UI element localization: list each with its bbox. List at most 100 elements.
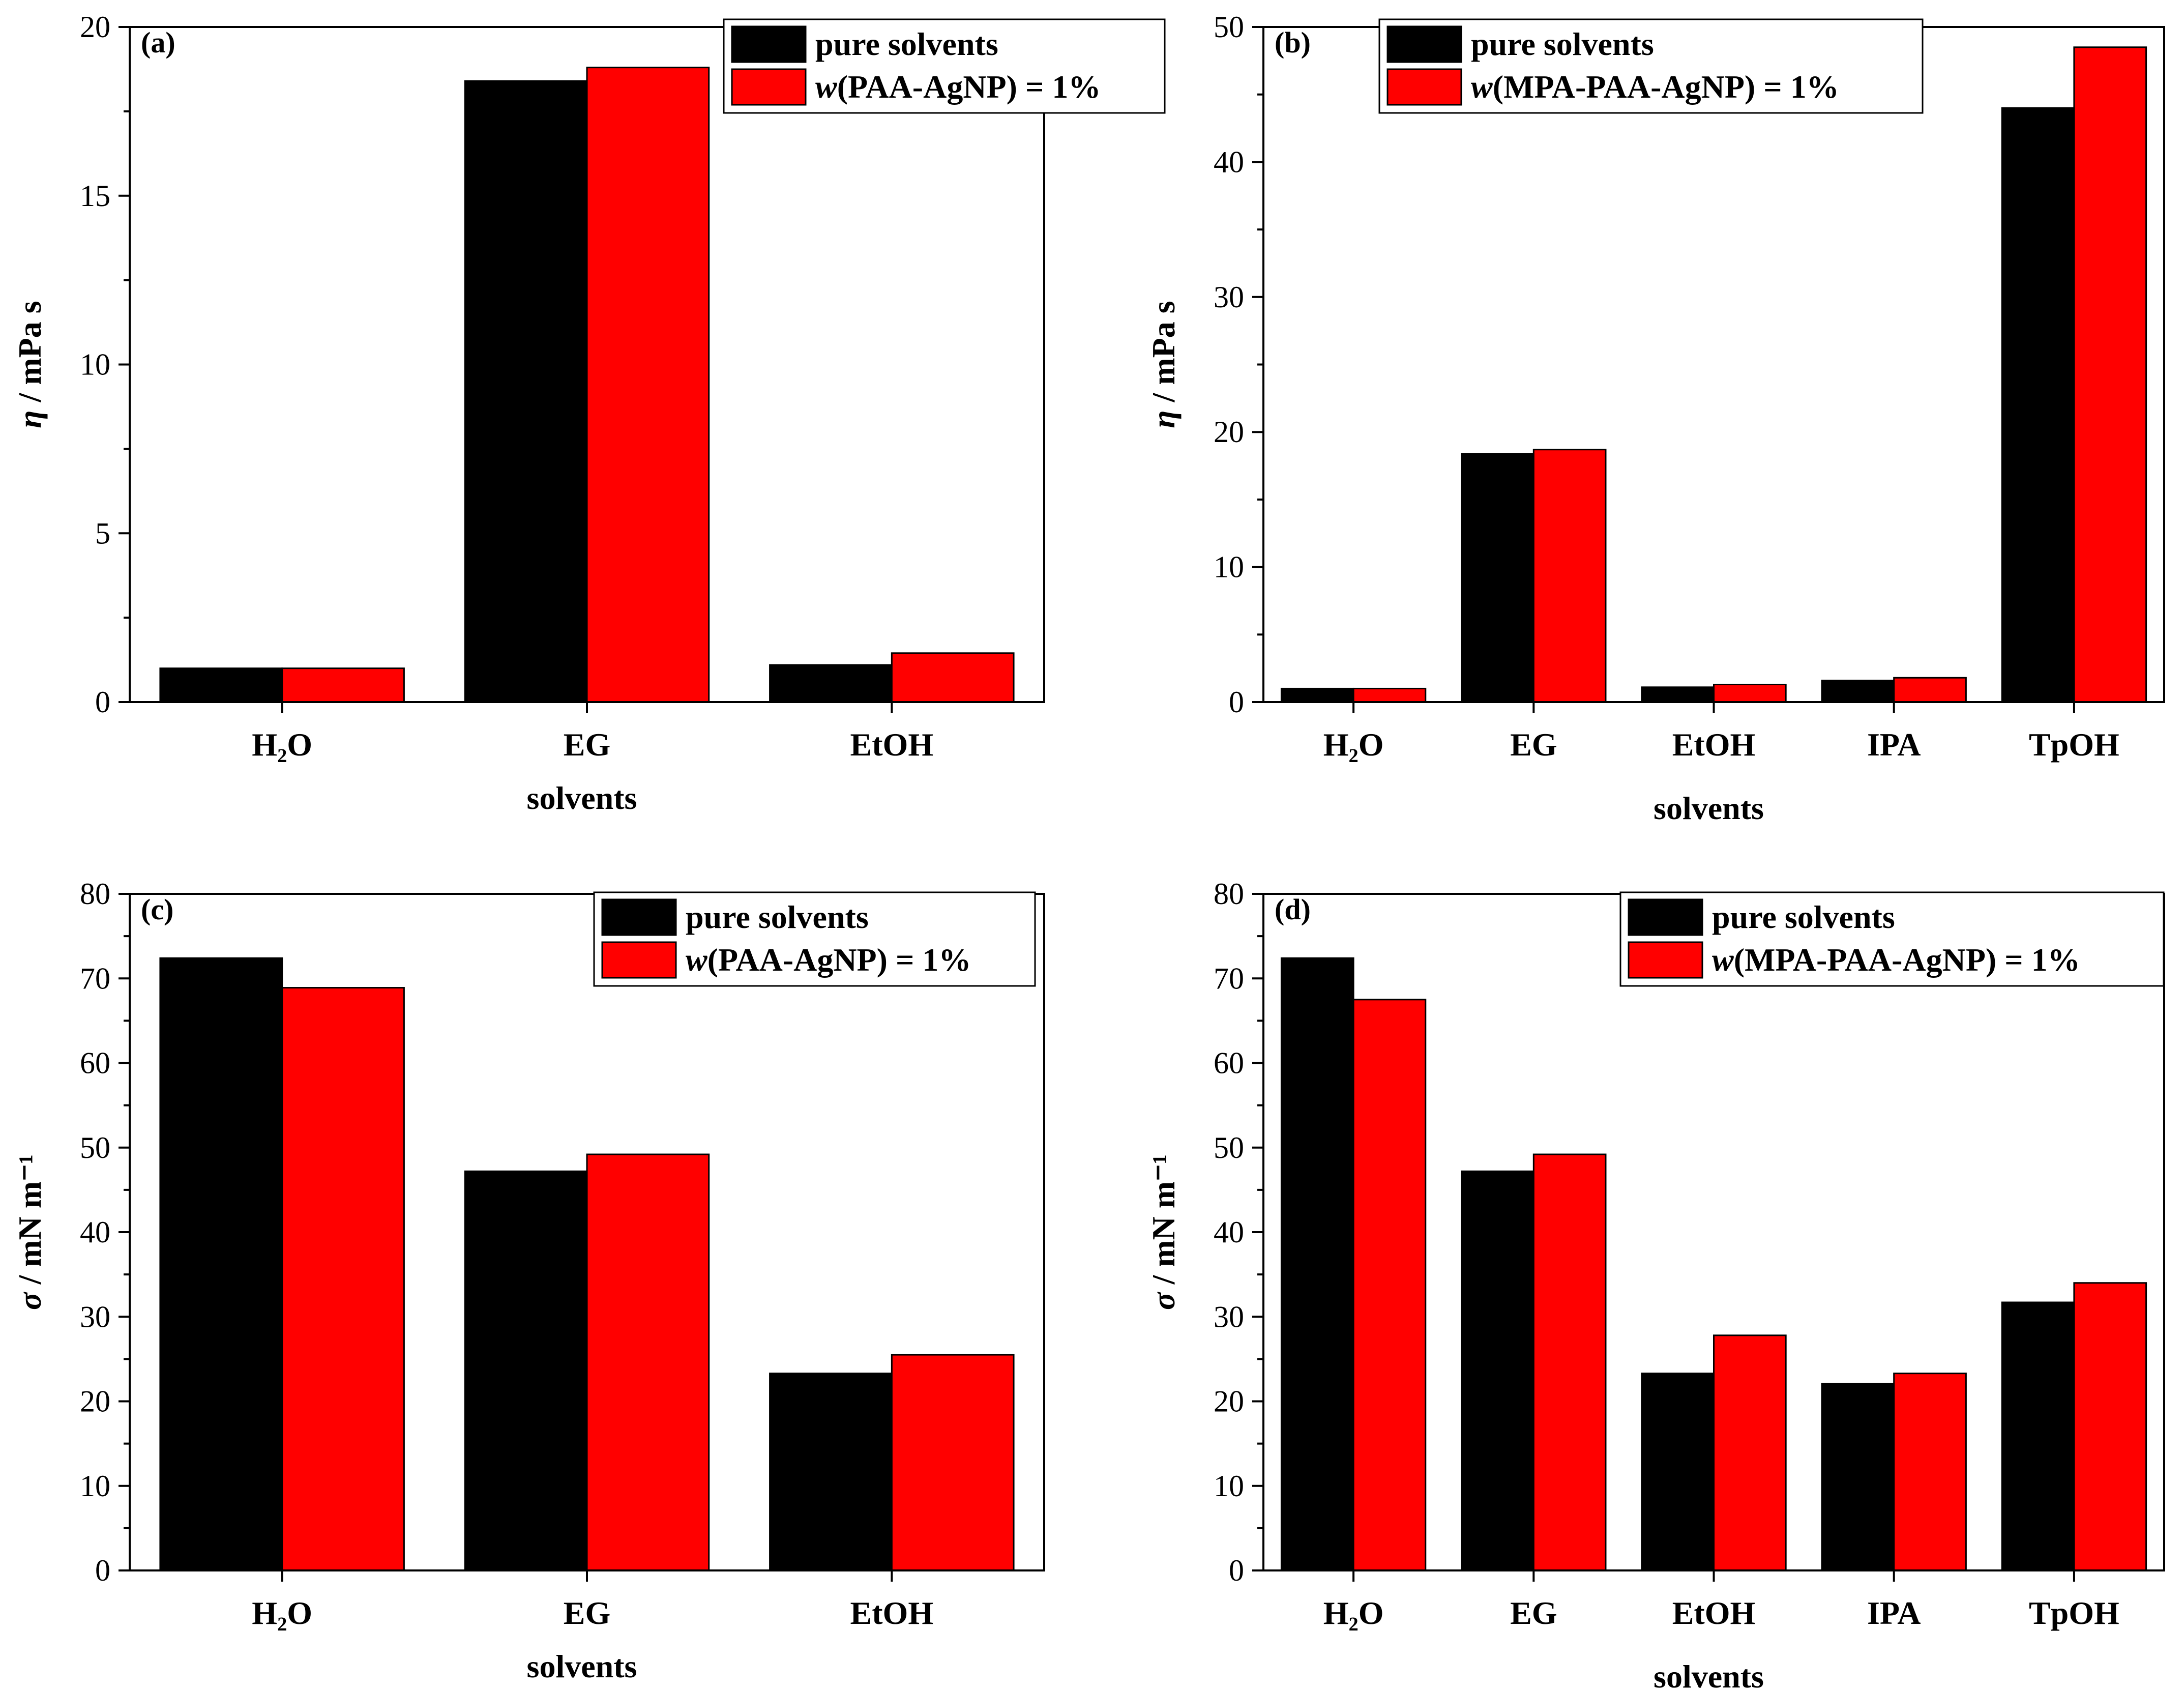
legend-swatch [1628,898,1703,936]
bar-agnp-0 [1352,687,1427,703]
chart-panel-1: 0 5 10 15 20 H₂O EG EtOH solvents η / mPa s (a) pur… [12,10,1166,816]
legend-box [1378,18,1924,114]
bar-agnp-1 [586,1153,710,1571]
y-tick-label: 40 [1214,145,1244,179]
bar-pure-2 [769,664,893,703]
y-tick-label: 60 [80,1046,110,1080]
y-tick-label: 40 [1214,1215,1244,1249]
y-tick-label: 50 [1214,1131,1244,1164]
y-tick-label: 10 [1214,1469,1244,1503]
x-category-label: IPA [1867,726,1921,763]
x-category-label: H₂O [252,726,312,763]
y-tick-label: 70 [80,962,110,995]
x-axis-title: solvents [1654,790,1764,826]
y-axis-title: η / mPa s [12,301,48,428]
x-category-label: H₂O [252,1595,312,1631]
bar-agnp-1 [1532,1153,1607,1571]
y-axis-title: σ / mN m⁻¹ [12,1154,48,1310]
legend-label: w(PAA-AgNP) = 1% [686,942,971,978]
bar-pure-1 [1461,1170,1534,1571]
legend-box [1619,891,2165,987]
bar-agnp-1 [1532,449,1607,703]
x-category-label: EG [564,726,610,763]
bar-agnp-3 [1893,1373,1967,1571]
bar-pure-2 [1641,686,1715,703]
legend-swatch [731,68,807,106]
y-tick-label: 60 [1214,1046,1244,1080]
bar-agnp-0 [1352,999,1427,1571]
y-tick-label: 5 [95,516,110,550]
bar-agnp-4 [2073,1282,2147,1571]
legend-swatch [601,941,677,979]
x-category-label: TpOH [2029,1595,2119,1631]
y-tick-label: 20 [80,1385,110,1418]
x-axis-title: solvents [1654,1658,1764,1689]
x-category-label: H₂O [1323,1595,1384,1631]
bar-pure-3 [1821,680,1895,703]
bar-pure-4 [2001,107,2075,703]
y-tick-label: 10 [80,348,110,382]
legend-label: pure solvents [1471,26,1654,62]
y-tick-label: 30 [1214,280,1244,314]
y-tick-label: 15 [80,179,110,213]
panel-label: (c) [141,893,173,926]
x-category-label: EtOH [1672,726,1756,763]
bar-agnp-2 [891,652,1015,703]
y-tick-label: 10 [1214,550,1244,584]
x-axis-title: solvents [527,1648,637,1684]
y-tick-label: 70 [1214,962,1244,995]
bar-pure-0 [1280,957,1354,1571]
legend-swatch [731,25,807,63]
y-tick-label: 80 [80,877,110,911]
bar-pure-0 [1280,687,1354,703]
x-category-label: EG [1510,1595,1557,1631]
y-tick-label: 40 [80,1215,110,1249]
x-category-label: EtOH [850,726,934,763]
bar-pure-1 [1461,453,1534,703]
y-tick-label: 30 [1214,1300,1244,1333]
y-tick-label: 0 [1229,1554,1244,1587]
panel-label: (b) [1275,26,1311,59]
legend-swatch [601,898,677,936]
y-tick-label: 50 [80,1131,110,1164]
bar-agnp-1 [586,67,710,703]
y-tick-label: 80 [1214,877,1244,911]
bar-pure-3 [1821,1383,1895,1571]
bar-pure-0 [159,957,283,1571]
bar-agnp-3 [1893,677,1967,703]
x-category-label: EG [1510,726,1557,763]
legend-swatch [1386,68,1462,106]
legend-label: w(MPA-PAA-AgNP) = 1% [1471,69,1839,105]
y-tick-label: 0 [95,685,110,719]
bar-agnp-0 [281,987,405,1571]
x-category-label: EG [564,1595,610,1631]
bar-agnp-2 [1713,683,1787,703]
panel-label: (d) [1275,893,1311,926]
y-tick-label: 10 [80,1469,110,1503]
x-category-label: H₂O [1323,726,1384,763]
bar-pure-0 [159,667,283,703]
bar-agnp-2 [1713,1334,1787,1571]
legend-swatch [1386,25,1462,63]
legend-label: w(PAA-AgNP) = 1% [815,69,1101,105]
x-category-label: TpOH [2029,726,2119,763]
x-category-label: EtOH [1672,1595,1756,1631]
y-tick-label: 20 [80,10,110,44]
x-category-label: EtOH [850,1595,934,1631]
legend-swatch [1628,941,1703,979]
y-tick-label: 20 [1214,1385,1244,1418]
bar-pure-2 [769,1373,893,1571]
legend-label: w(MPA-PAA-AgNP) = 1% [1712,942,2080,978]
y-tick-label: 50 [1214,10,1244,44]
panel-label: (a) [141,26,175,59]
y-tick-label: 20 [1214,415,1244,449]
bar-agnp-4 [2073,46,2147,703]
bar-pure-1 [464,80,588,703]
bar-pure-1 [464,1170,588,1571]
legend-label: pure solvents [686,899,869,935]
y-axis-title: σ / mN m⁻¹ [1145,1154,1182,1310]
bar-pure-2 [1641,1373,1715,1571]
bar-pure-4 [2001,1301,2075,1571]
legend-label: pure solvents [815,26,998,62]
